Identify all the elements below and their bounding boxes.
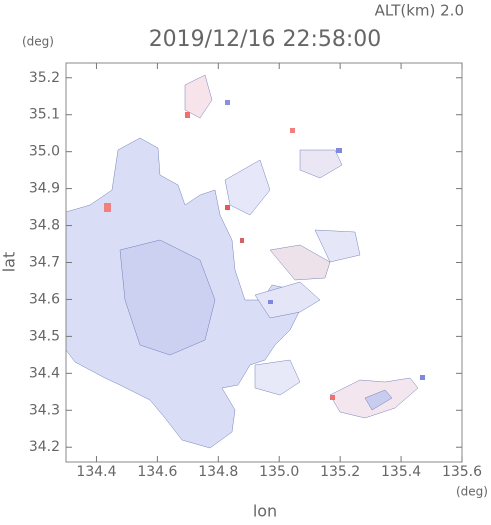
y-tick-label: 35.2	[29, 70, 60, 86]
x-unit: (deg)	[456, 485, 488, 499]
echo-spot	[225, 205, 230, 210]
echo-spot	[420, 375, 425, 380]
y-tick-label: 35.0	[29, 144, 60, 160]
radar-echo-spots	[104, 100, 425, 400]
y-tick-label: 34.2	[29, 439, 60, 455]
echo-spot	[104, 203, 111, 212]
x-tick-label: 135.6	[442, 464, 482, 480]
y-unit: (deg)	[22, 35, 54, 49]
chart-title: 2019/12/16 22:58:00	[149, 27, 382, 52]
echo-spot	[336, 148, 342, 153]
y-tick-label: 34.7	[29, 255, 60, 271]
y-tick-label: 34.3	[29, 402, 60, 418]
altitude-label: ALT(km) 2.0	[375, 2, 464, 20]
y-tick-label: 34.5	[29, 328, 60, 344]
y-tick-label: 34.8	[29, 218, 60, 234]
y-axis-label: lat	[0, 252, 19, 273]
radar-echo	[65, 74, 419, 449]
x-axis-label: lon	[253, 502, 277, 521]
y-tick-label: 34.6	[29, 291, 60, 307]
y-tick-label: 35.1	[29, 107, 60, 123]
x-tick-label: 134.8	[198, 464, 238, 480]
x-tick-label: 134.6	[137, 464, 177, 480]
y-tick-label: 34.4	[29, 365, 60, 381]
echo-spot	[185, 112, 190, 118]
echo-spot	[330, 395, 335, 400]
x-tick-label: 135.2	[320, 464, 360, 480]
echo-spot	[240, 238, 244, 243]
echo-spot	[290, 128, 295, 133]
x-tick-label: 134.4	[76, 464, 116, 480]
y-tick-label: 34.9	[29, 181, 60, 197]
x-tick-label: 135.0	[259, 464, 299, 480]
x-tick-label: 135.4	[381, 464, 421, 480]
echo-spot	[225, 100, 230, 105]
echo-spot	[268, 300, 273, 304]
